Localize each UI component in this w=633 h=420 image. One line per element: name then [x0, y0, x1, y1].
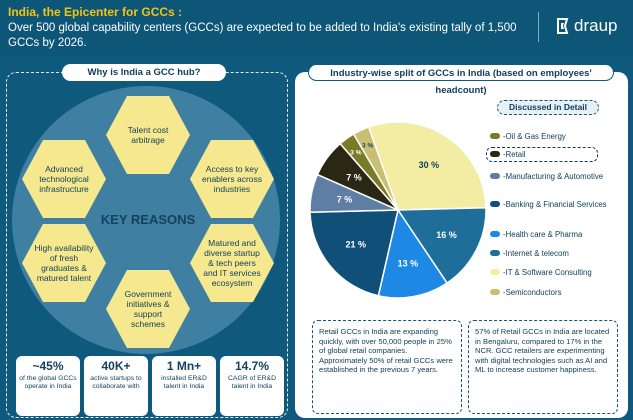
why-india-heading: Why is India a GCC hub? [62, 64, 226, 81]
legend-swatch [490, 151, 500, 157]
pie-label-3: 21 % [346, 240, 367, 250]
legend-item-banking: -Banking & Financial Services [490, 200, 610, 209]
stat-erd-cagr: 14.7% CAGR of ER&D talent in India [220, 356, 284, 416]
reason-tech-infrastructure: Advanced technological infrastructure [22, 140, 106, 218]
pie-slice-2 [377, 208, 449, 299]
stat-label: installed ER&D talent in India [161, 375, 207, 390]
legend-swatch [490, 250, 500, 256]
pie-label-1: 16 % [436, 230, 457, 240]
pie-svg: 30 % 16 % 13 % 21 % 7 % 7 % 3 %3 % [309, 121, 487, 299]
legend-label: -Internet & telecom [503, 249, 569, 258]
pie-slice-1 [396, 206, 487, 285]
legend-item-semiconductors: -Semiconductors [490, 288, 610, 297]
legend-swatch [490, 289, 500, 295]
stat-value: 14.7% [234, 359, 270, 373]
discussed-in-detail-badge: Discussed in Detail [497, 100, 599, 115]
stat-value: 40K+ [101, 359, 131, 373]
page-subtitle: Over 500 global capability centers (GCCs… [8, 22, 517, 49]
stat-startups: 40K+ active startups to collaborate with [84, 356, 148, 416]
legend-swatch [490, 201, 500, 207]
legend-label: -IT & Software Consulting [503, 268, 592, 277]
pie-slice-3 [309, 209, 399, 297]
industry-split-heading: Industry-wise split of GCCs in India (ba… [308, 64, 614, 96]
reason-talent-cost: Talent cost arbitrage [106, 96, 190, 174]
logo-text: draup [574, 16, 618, 35]
stat-label: active startups to collaborate with [90, 375, 142, 390]
retail-growth-note: Retail GCCs in India are expanding quick… [312, 320, 462, 414]
pie-label-6: 3 % [350, 149, 361, 156]
key-reasons-label: KEY REASONS [100, 212, 196, 227]
stat-global-gccs: ~45% of the global GCCs operate in India [16, 356, 80, 416]
pie-label-7: 3 % [362, 143, 373, 150]
legend-swatch [490, 173, 500, 179]
industry-pie-chart: 30 % 16 % 13 % 21 % 7 % 7 % 3 % 3 % [306, 118, 490, 302]
legend-label: -Banking & Financial Services [503, 200, 607, 209]
legend-label: -Oil & Gas Energy [503, 132, 566, 141]
legend-label: -Health care & Pharma [503, 230, 583, 239]
draup-logo: draup [554, 14, 617, 38]
retail-location-note: 57% of Retail GCCs in India are located … [468, 320, 618, 414]
legend-item-oil-gas: -Oil & Gas Energy [490, 132, 610, 141]
pie-label-2: 13 % [398, 259, 419, 269]
legend-swatch [490, 133, 500, 139]
legend-swatch [490, 269, 500, 275]
reason-government-initiatives: Government initiatives & support schemes [106, 270, 190, 348]
pie-slice-0 [367, 121, 487, 211]
header-banner: India, the Epicenter for GCCs : Over 500… [0, 0, 633, 56]
reason-access-enablers: Access to key enablers across industries [190, 140, 274, 218]
pie-label-4: 7 % [337, 194, 353, 204]
legend-label: -Semiconductors [503, 288, 562, 297]
reason-startup-ecosystem: Matured and diverse startup & tech peers… [190, 224, 274, 302]
stat-label: of the global GCCs operate in India [19, 375, 77, 390]
pie-label-5: 7 % [346, 173, 362, 183]
legend-item-internet-telecom: -Internet & telecom [490, 249, 610, 258]
stat-value: ~45% [32, 359, 64, 373]
draup-logo-icon [557, 18, 569, 34]
page-title: India, the Epicenter for GCCs : [8, 5, 183, 19]
pie-label-0: 30 % [419, 160, 440, 170]
legend-item-it-software: -IT & Software Consulting [490, 268, 610, 277]
reason-talent-availability: High availability of fresh graduates & m… [22, 224, 106, 302]
stat-label: CAGR of ER&D talent in India [228, 375, 276, 390]
legend-item-retail: -Retail [486, 147, 598, 162]
logo-divider [538, 12, 539, 42]
legend-swatch [490, 231, 500, 237]
legend-label: -Manufacturing & Automotive [503, 172, 604, 181]
stat-erd-talent: 1 Mn+ installed ER&D talent in India [152, 356, 216, 416]
legend-label: -Retail [503, 150, 526, 159]
stat-value: 1 Mn+ [166, 359, 202, 373]
pie-slice-7 [352, 126, 399, 211]
legend-item-healthcare: -Health care & Pharma [490, 230, 610, 239]
legend-item-manufacturing: -Manufacturing & Automotive [490, 172, 610, 181]
